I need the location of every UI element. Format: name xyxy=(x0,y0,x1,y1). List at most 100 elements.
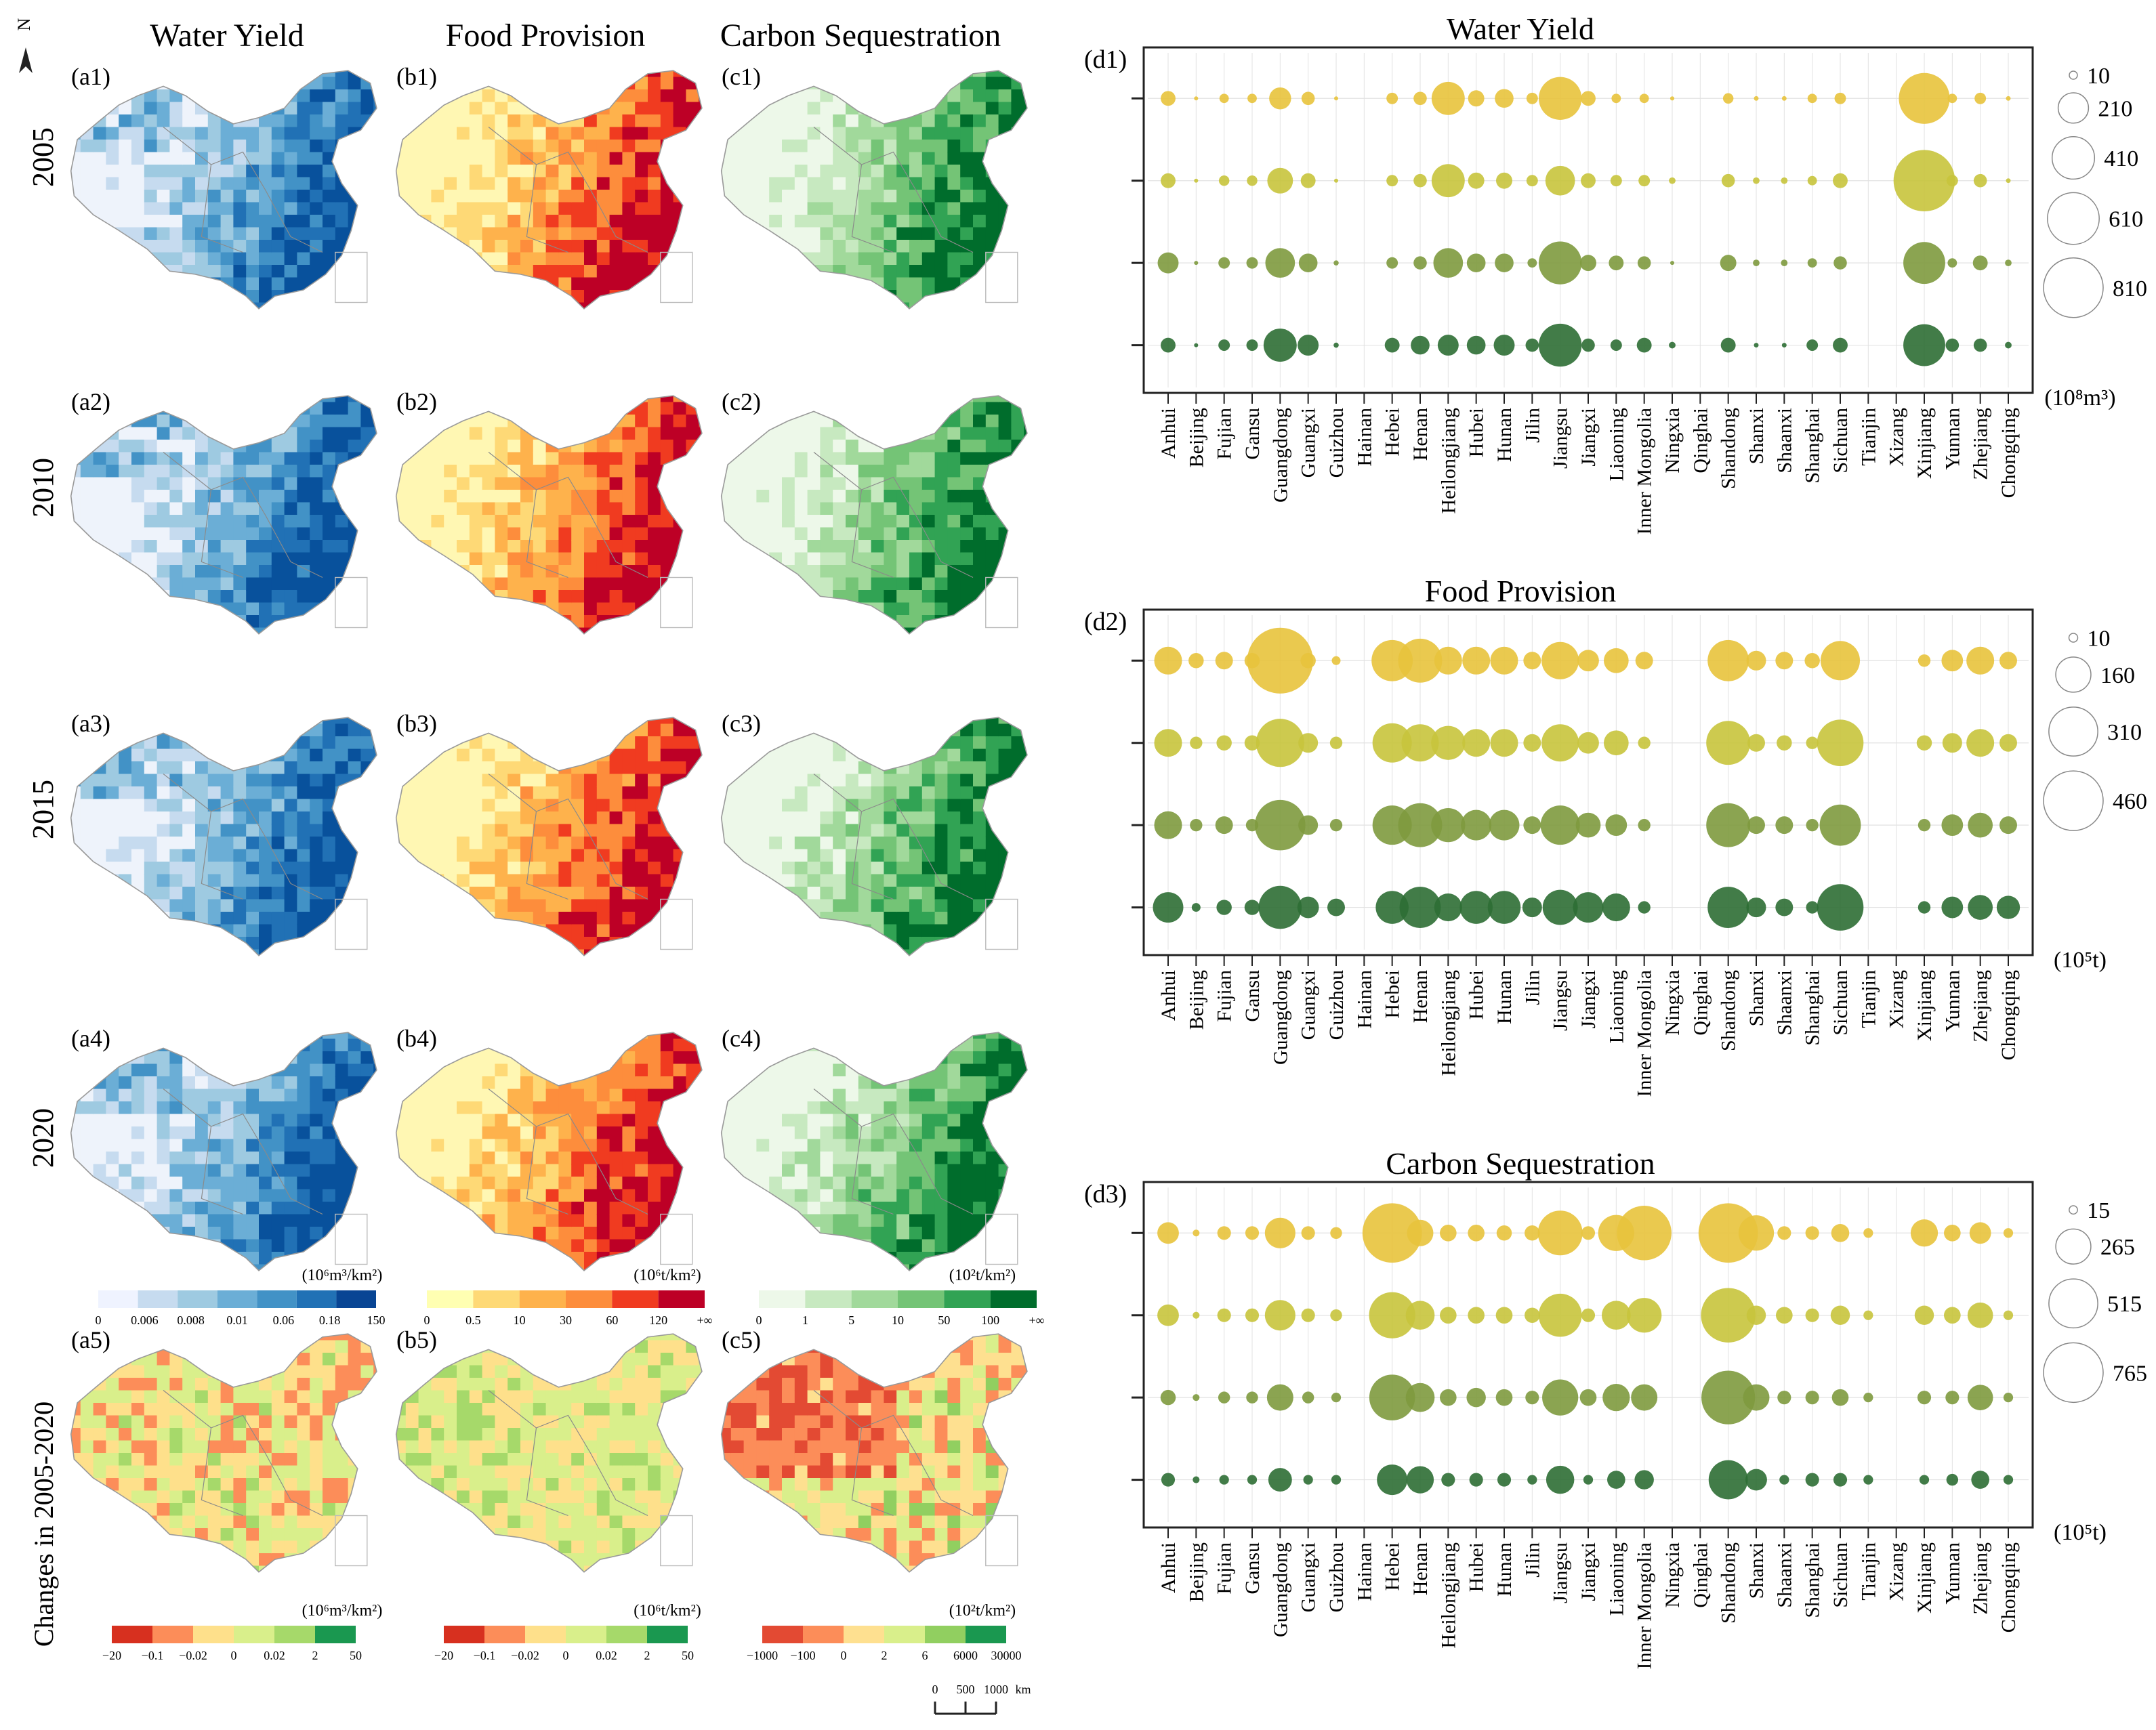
map-food-3: (b3) xyxy=(393,710,712,963)
bubble-2010-shanxi xyxy=(1753,177,1760,184)
bubble-2015-shaanxi xyxy=(1775,816,1793,834)
bubble-2015-hunan xyxy=(1489,810,1520,841)
bubble-2005-heilongjiang xyxy=(1432,82,1465,115)
bubble-2020-chongqing xyxy=(2005,342,2012,349)
bubble-2015-jiangxi xyxy=(1580,1389,1597,1406)
bubble-2015-xinjiang xyxy=(1918,819,1930,831)
bubble-2015-jilin xyxy=(1525,1391,1539,1404)
x-tick-label: Guangdong xyxy=(1269,970,1291,1065)
row-label-2015: 2015 xyxy=(26,780,60,839)
bubble-2005-shaanxi xyxy=(1775,652,1793,669)
bubble-2005-inner-mongolia xyxy=(1617,1206,1671,1260)
bubble-2010-hunan xyxy=(1490,729,1518,757)
size-legend-label: 610 xyxy=(2109,207,2143,232)
bubble-2015-chongqing xyxy=(2004,1393,2013,1402)
legend-tick: 0 xyxy=(841,1649,847,1662)
x-tick-label: Guizhou xyxy=(1325,408,1348,478)
bubble-2010-hunan xyxy=(1496,173,1512,189)
bubble-2010-jiangxi xyxy=(1581,1309,1595,1322)
legend-tick: 1 xyxy=(802,1313,808,1327)
x-tick-label: Jiangxi xyxy=(1577,1542,1600,1601)
x-tick-label: Hunan xyxy=(1493,970,1516,1024)
x-tick-label: Fujian xyxy=(1214,1542,1236,1595)
legend-tick: 2 xyxy=(644,1649,650,1662)
x-tick-label: Hebei xyxy=(1382,408,1404,457)
panel-id: (b2) xyxy=(396,388,437,415)
size-legend-label: 10 xyxy=(2087,64,2110,89)
bubble-2020-hubei xyxy=(1470,1473,1483,1487)
bubble-2005-shanghai xyxy=(1806,1226,1819,1240)
legend-swatch xyxy=(762,1626,803,1643)
row-label-2010: 2010 xyxy=(26,458,60,518)
legend-swatch xyxy=(925,1626,966,1643)
legend-tick: 100 xyxy=(981,1313,999,1327)
legend-tick: 0 xyxy=(231,1649,237,1662)
bubble-2020-fujian xyxy=(1220,1475,1229,1484)
x-tick-label: Shandong xyxy=(1718,408,1740,489)
legend-tick: 0.18 xyxy=(319,1313,341,1327)
bubble-2010-shanghai xyxy=(1806,1309,1819,1322)
x-tick-label: Hunan xyxy=(1493,408,1516,462)
bubble-2010-yunnan xyxy=(1944,1307,1961,1324)
bubble-2015-hubei xyxy=(1461,810,1491,841)
bubble-2020-xinjiang xyxy=(1918,901,1930,913)
bubble-2005-guizhou xyxy=(1334,96,1338,100)
map-water-4: (a4) xyxy=(68,1025,387,1278)
x-tick-label: Sichuan xyxy=(1829,408,1852,473)
bubble-2015-jiangxi xyxy=(1580,255,1596,271)
bubble-2010-inner-mongolia xyxy=(1627,1298,1661,1332)
bubble-2015-sichuan xyxy=(1832,1389,1849,1406)
bubble-2005-yunnan xyxy=(1947,93,1957,103)
bubble-2010-liaoning xyxy=(1611,175,1622,186)
bubble-2005-jiangsu xyxy=(1539,77,1581,120)
bubble-2010-beijing xyxy=(1194,179,1198,183)
bubble-2020-heilongjiang xyxy=(1434,893,1462,921)
bubble-2010-jiangxi xyxy=(1577,732,1599,754)
x-tick-label: Xinjiang xyxy=(1913,970,1936,1041)
legend-swatch xyxy=(659,1290,705,1308)
bubble-2010-fujian xyxy=(1216,735,1231,750)
bubble-2005-inner-mongolia xyxy=(1636,652,1653,669)
bubble-2005-chongqing xyxy=(2004,1228,2013,1238)
x-tick-label: Beijing xyxy=(1185,408,1207,467)
map-carbon-1: (c1) xyxy=(718,63,1037,316)
legend-tick: 0 xyxy=(96,1313,102,1327)
bubble-2010-beijing xyxy=(1190,737,1202,749)
bubble-2005-beijing xyxy=(1188,653,1203,668)
scale-tick-1000: 1000 xyxy=(984,1683,1008,1696)
legend-swatch xyxy=(898,1290,944,1308)
bubble-2010-fujian xyxy=(1219,175,1229,186)
bubble-2020-gansu xyxy=(1247,1475,1257,1484)
bubble-2015-jilin xyxy=(1527,258,1537,268)
x-tick-label: Henan xyxy=(1409,1542,1432,1595)
x-tick-label: Gansu xyxy=(1241,1542,1264,1595)
bubble-2015-hunan xyxy=(1496,1389,1513,1406)
bubble-2010-ningxia xyxy=(1669,177,1676,184)
north-arrow-icon xyxy=(19,47,33,73)
panel-id: (c4) xyxy=(722,1025,761,1052)
panel-id: (b3) xyxy=(396,710,437,737)
legend-tick: 0 xyxy=(563,1649,569,1662)
map-water-3: (a3) xyxy=(68,710,387,963)
bubble-2020-hubei xyxy=(1467,336,1486,355)
bubble-2015-guangdong xyxy=(1255,800,1306,851)
bubble-2020-hunan xyxy=(1494,335,1515,356)
size-legend-circle xyxy=(2048,192,2099,244)
bubble-2020-zhejiang xyxy=(1971,1471,1989,1489)
map-food-1: (b1) xyxy=(393,63,712,316)
map-food-2: (b2) xyxy=(393,388,712,641)
bubble-2020-liaoning xyxy=(1602,893,1630,921)
bubble-2020-sichuan xyxy=(1833,1473,1847,1487)
bubble-2020-gansu xyxy=(1247,339,1258,351)
x-tick-label: Xizang xyxy=(1886,408,1908,467)
bubble-2020-inner-mongolia xyxy=(1634,1470,1653,1489)
bubble-2010-shanxi xyxy=(1747,734,1765,752)
bubble-2010-shaanxi xyxy=(1781,177,1787,184)
size-legend-circle xyxy=(2049,1279,2098,1328)
bubble-2015-shandong xyxy=(1720,255,1737,271)
bubble-2020-shanghai xyxy=(1806,901,1818,913)
legend-tick: 30000 xyxy=(991,1649,1022,1662)
bubble-2005-jilin xyxy=(1525,1225,1539,1240)
x-tick-label: Qinghai xyxy=(1689,1542,1712,1608)
bubble-2015-yunnan xyxy=(1945,1391,1959,1404)
